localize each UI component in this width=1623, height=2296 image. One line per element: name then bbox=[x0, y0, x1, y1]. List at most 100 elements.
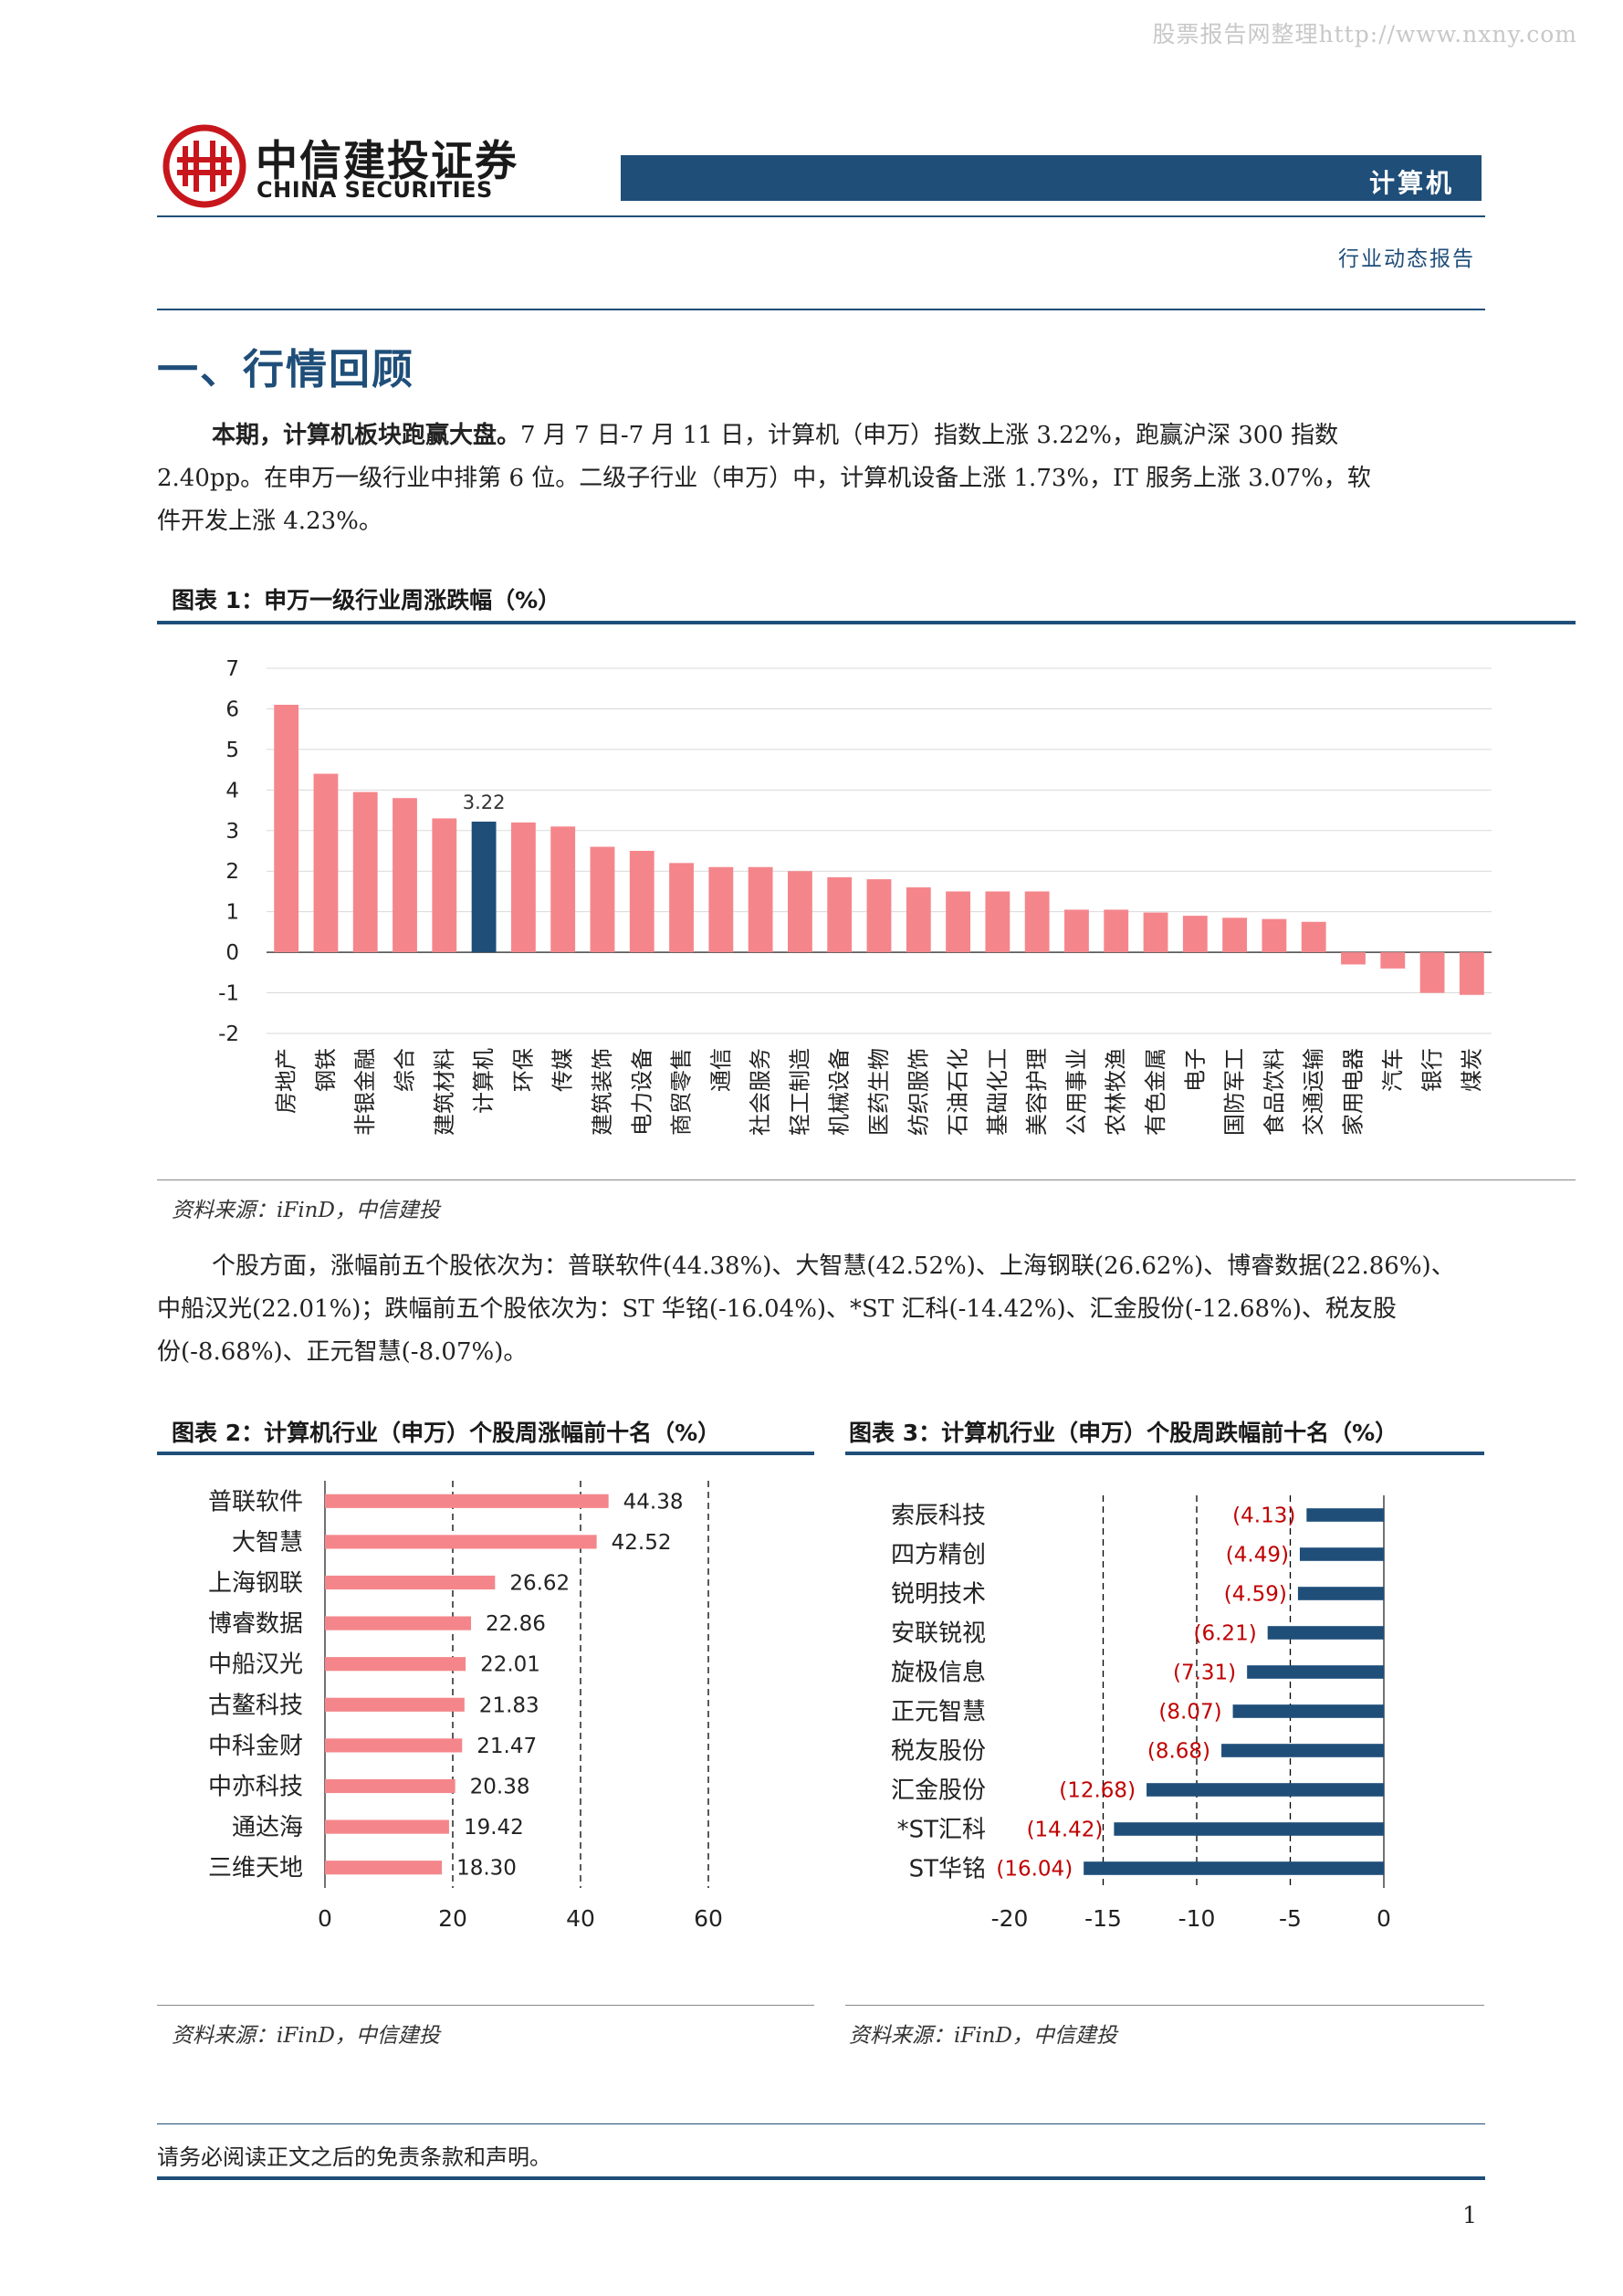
brand-name-cn: 中信建投证券 bbox=[256, 136, 518, 185]
category-label: 上海钢联 bbox=[208, 1570, 303, 1598]
bar bbox=[325, 1616, 472, 1630]
bar bbox=[866, 879, 892, 953]
bar bbox=[946, 891, 971, 953]
y-tick-label: 7 bbox=[225, 657, 239, 681]
figure-3-source: 资料来源：iFinD，中信建投 bbox=[849, 2024, 1117, 2048]
figure-2-bottom-rule bbox=[157, 2005, 814, 2006]
top-gainers-chart: 0 20 40 60 普联软件 44.38 大智慧 42.52 上海钢联 26.62 博睿数据 22.… bbox=[208, 1481, 723, 1932]
footer-rule bbox=[157, 2176, 1485, 2180]
bar bbox=[550, 826, 576, 953]
figure-1-source: 资料来源：iFinD，中信建投 bbox=[172, 1199, 440, 1222]
bar bbox=[1114, 1822, 1384, 1836]
data-label: (4.49) bbox=[1226, 1544, 1289, 1567]
data-label: (8.07) bbox=[1158, 1701, 1221, 1725]
data-label: 22.01 bbox=[480, 1653, 540, 1677]
bar bbox=[1143, 912, 1168, 953]
category-label: *ST汇科 bbox=[897, 1817, 986, 1844]
figure-3-title: 图表 3：计算机行业（申万）个股周跌幅前十名（%） bbox=[849, 1420, 1398, 1446]
x-tick-label: 20 bbox=[438, 1905, 467, 1932]
industry-banner: 计算机 bbox=[621, 155, 1482, 201]
x-tick-label: 建筑材料 bbox=[432, 1048, 457, 1136]
bar bbox=[1221, 1744, 1384, 1757]
bar bbox=[1247, 1665, 1384, 1679]
bar bbox=[906, 887, 931, 953]
category-label: 正元智慧 bbox=[891, 1699, 986, 1726]
x-tick-label: 社会服务 bbox=[748, 1048, 773, 1136]
data-label: 21.47 bbox=[476, 1735, 537, 1758]
category-label: 安联锐视 bbox=[891, 1620, 986, 1648]
category-label: 中亦科技 bbox=[208, 1774, 303, 1801]
intro-line-1: 7 月 7 日-7 月 11 日，计算机（申万）指数上涨 3.22%，跑赢沪深 … bbox=[520, 422, 1339, 449]
bar bbox=[325, 1861, 443, 1875]
category-label: 通达海 bbox=[232, 1814, 303, 1841]
data-label: (8.68) bbox=[1147, 1740, 1210, 1764]
x-tick-label: -10 bbox=[1178, 1905, 1216, 1932]
category-label: 普联软件 bbox=[208, 1488, 303, 1515]
figure-3-top-rule bbox=[845, 1452, 1484, 1455]
figure-2-title: 图表 2：计算机行业（申万）个股周涨幅前十名（%） bbox=[172, 1420, 721, 1446]
x-tick-label: 60 bbox=[694, 1905, 723, 1932]
x-tick-label: 0 bbox=[318, 1905, 332, 1932]
bar bbox=[1104, 909, 1129, 953]
data-label: 21.83 bbox=[479, 1693, 539, 1717]
bar bbox=[1064, 909, 1089, 953]
data-label: (4.59) bbox=[1224, 1583, 1287, 1607]
stocks-line-3: 份(-8.68%)、正元智慧(-8.07%)。 bbox=[157, 1338, 528, 1366]
bar bbox=[787, 871, 812, 953]
bar bbox=[1419, 952, 1445, 993]
x-tick-label: 纺织服饰 bbox=[906, 1048, 931, 1136]
data-label: (4.13) bbox=[1232, 1504, 1295, 1528]
report-type: 行业动态报告 bbox=[1338, 247, 1475, 271]
data-label: (6.21) bbox=[1194, 1622, 1257, 1646]
bar bbox=[1299, 1547, 1384, 1561]
bar bbox=[629, 851, 654, 953]
x-tick-label: 农林牧渔 bbox=[1104, 1048, 1129, 1136]
bar bbox=[590, 846, 615, 953]
bar bbox=[1459, 952, 1484, 995]
x-tick-label: 通信 bbox=[708, 1048, 734, 1092]
bar bbox=[1267, 1626, 1384, 1640]
data-label: (14.42) bbox=[1027, 1819, 1104, 1842]
category-label: 旋极信息 bbox=[891, 1660, 986, 1687]
brand-name-en: CHINA SECURITIES bbox=[257, 177, 493, 203]
bar bbox=[274, 705, 299, 953]
x-tick-label: 银行 bbox=[1419, 1048, 1445, 1092]
y-tick-label: 0 bbox=[225, 941, 239, 965]
x-tick-label: 石油石化 bbox=[946, 1048, 971, 1136]
x-tick-label: 轻工制造 bbox=[787, 1048, 812, 1136]
category-label: 大智慧 bbox=[232, 1529, 303, 1557]
category-label: 博睿数据 bbox=[208, 1610, 303, 1638]
bar bbox=[325, 1819, 449, 1834]
bar bbox=[432, 818, 457, 953]
bar bbox=[669, 863, 694, 953]
data-label: 20.38 bbox=[470, 1776, 530, 1799]
bar bbox=[325, 1738, 463, 1753]
x-tick-label: 钢铁 bbox=[313, 1048, 339, 1092]
intro-lead: 本期，计算机板块跑赢大盘。 bbox=[212, 422, 521, 449]
bar bbox=[1222, 917, 1248, 953]
bar bbox=[1182, 916, 1208, 953]
data-label: 22.86 bbox=[486, 1612, 546, 1636]
x-tick-label: -20 bbox=[991, 1905, 1029, 1932]
category-label: 四方精创 bbox=[891, 1542, 986, 1569]
x-tick-label: 机械设备 bbox=[827, 1048, 853, 1136]
category-label: 税友股份 bbox=[891, 1738, 986, 1766]
bar bbox=[1297, 1587, 1384, 1600]
industry-weekly-change-chart: 7 6 5 4 3 2 1 0 -1 -2 房地产 钢铁 非银金融 综合 建筑材料 3.22 计算机 环保 传媒 建筑… bbox=[218, 657, 1492, 1136]
data-label: 18.30 bbox=[456, 1857, 517, 1881]
intro-line-3: 件开发上涨 4.23%。 bbox=[157, 508, 382, 535]
bar bbox=[325, 1657, 466, 1672]
y-tick-label: 6 bbox=[225, 697, 239, 721]
category-label: 中船汉光 bbox=[208, 1651, 303, 1679]
x-tick-label: -15 bbox=[1084, 1905, 1122, 1932]
bar bbox=[1147, 1783, 1384, 1797]
header-rule bbox=[157, 215, 1485, 217]
section-rule bbox=[157, 309, 1485, 310]
figure-1-bottom-rule bbox=[157, 1179, 1576, 1180]
bar bbox=[510, 822, 536, 953]
bar bbox=[313, 773, 339, 953]
watermark: 股票报告网整理http://www.nxny.com bbox=[1152, 21, 1577, 47]
x-tick-label: 交通运输 bbox=[1301, 1048, 1326, 1136]
intro-line-2: 2.40pp。在申万一级行业中排第 6 位。二级子行业（申万）中，计算机设备上涨… bbox=[157, 465, 1371, 492]
stocks-line-1: 个股方面，涨幅前五个股依次为：普联软件(44.38%)、大智慧(42.52%)、… bbox=[212, 1253, 1455, 1280]
